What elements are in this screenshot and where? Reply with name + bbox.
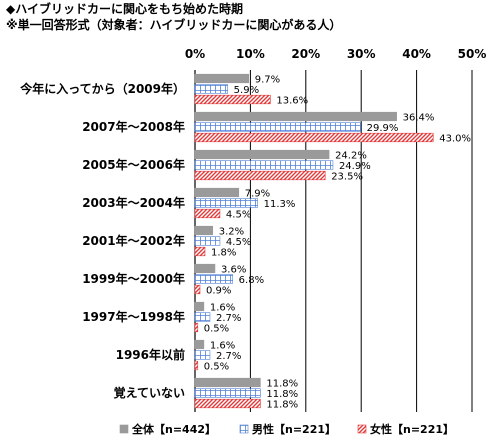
bar-all	[194, 225, 214, 236]
value-label-all: 1.6%	[210, 340, 235, 351]
category-label: 2007年～2008年	[82, 119, 185, 134]
value-label-male: 11.8%	[266, 389, 298, 400]
value-label-male: 5.9%	[234, 85, 259, 96]
value-label-all: 36.4%	[403, 112, 435, 123]
bar-female	[194, 94, 271, 105]
value-label-male: 6.8%	[239, 275, 264, 286]
value-label-all: 1.6%	[210, 302, 235, 313]
x-tick-label: 30%	[347, 47, 376, 61]
x-tick-label: 0%	[185, 47, 205, 61]
bar-all	[194, 377, 261, 388]
bar-all	[194, 263, 216, 274]
bar-male	[194, 350, 211, 360]
value-label-female: 23.5%	[331, 171, 363, 182]
value-label-all: 11.8%	[266, 378, 298, 389]
value-label-male: 2.7%	[216, 313, 241, 324]
bar-female	[194, 170, 326, 181]
value-label-female: 0.5%	[204, 361, 229, 372]
value-label-all: 3.6%	[221, 264, 246, 275]
bar-male	[194, 274, 233, 284]
value-label-male: 2.7%	[216, 351, 241, 362]
bar-female	[194, 284, 201, 295]
category-label: 2005年～2006年	[82, 157, 185, 172]
bar-female	[194, 398, 261, 409]
value-label-female: 1.8%	[211, 247, 236, 258]
bar-all	[194, 187, 240, 198]
bar-male	[194, 198, 258, 208]
category-label: 覚えていない	[114, 385, 185, 400]
bar-female	[194, 322, 199, 333]
x-tick-label: 40%	[402, 47, 431, 61]
bar-male	[194, 122, 361, 132]
bar-female	[194, 360, 199, 371]
value-label-female: 43.0%	[439, 133, 471, 144]
value-label-all: 3.2%	[219, 226, 244, 237]
value-label-all: 7.9%	[245, 188, 270, 199]
legend-swatch-female	[357, 424, 367, 434]
value-label-all: 24.2%	[335, 150, 367, 161]
chart-subtitle: ※単一回答形式（対象者：ハイブリッドカーに関心がある人）	[6, 18, 342, 32]
value-label-male: 11.3%	[264, 199, 296, 210]
value-label-male: 29.9%	[367, 123, 399, 134]
legend-label-female: 女性【n=221】	[370, 422, 454, 436]
bar-female	[194, 246, 206, 257]
value-label-all: 9.7%	[255, 74, 280, 85]
chart-title: ◆ハイブリッドカーに関心をもち始めた時期	[6, 2, 243, 16]
legend-swatch-all	[119, 424, 129, 434]
value-label-female: 13.6%	[276, 95, 308, 106]
x-tick-label: 50%	[458, 47, 487, 61]
bar-male	[194, 236, 221, 246]
value-label-male: 24.9%	[339, 161, 371, 172]
bar-male	[194, 388, 261, 398]
category-label: 2003年～2004年	[82, 195, 185, 210]
category-label: 1997年～1998年	[82, 309, 185, 324]
category-label: 1996年以前	[116, 347, 185, 362]
bar-female	[194, 208, 221, 219]
category-label: 2001年～2002年	[82, 233, 185, 248]
category-label: 1999年～2000年	[82, 271, 185, 286]
legend-label-all: 全体【n=442】	[131, 422, 216, 436]
bar-female	[194, 132, 434, 143]
bar-male	[194, 84, 228, 94]
bar-all	[194, 73, 250, 84]
bar-male	[194, 160, 334, 170]
bar-all	[194, 111, 397, 122]
value-label-female: 4.5%	[226, 209, 251, 220]
value-label-female: 0.9%	[206, 285, 231, 296]
x-tick-label: 10%	[236, 47, 265, 61]
value-label-female: 0.5%	[204, 323, 229, 334]
bar-male	[194, 312, 211, 322]
value-label-male: 4.5%	[226, 237, 251, 248]
bar-all	[194, 339, 205, 350]
x-tick-label: 20%	[291, 47, 320, 61]
category-label: 今年に入ってから（2009年）	[19, 81, 185, 96]
legend-swatch-male	[239, 424, 249, 434]
bar-all	[194, 301, 205, 312]
bar-all	[194, 149, 330, 160]
value-label-female: 11.8%	[266, 399, 298, 410]
legend-label-male: 男性【n=221】	[252, 422, 336, 436]
